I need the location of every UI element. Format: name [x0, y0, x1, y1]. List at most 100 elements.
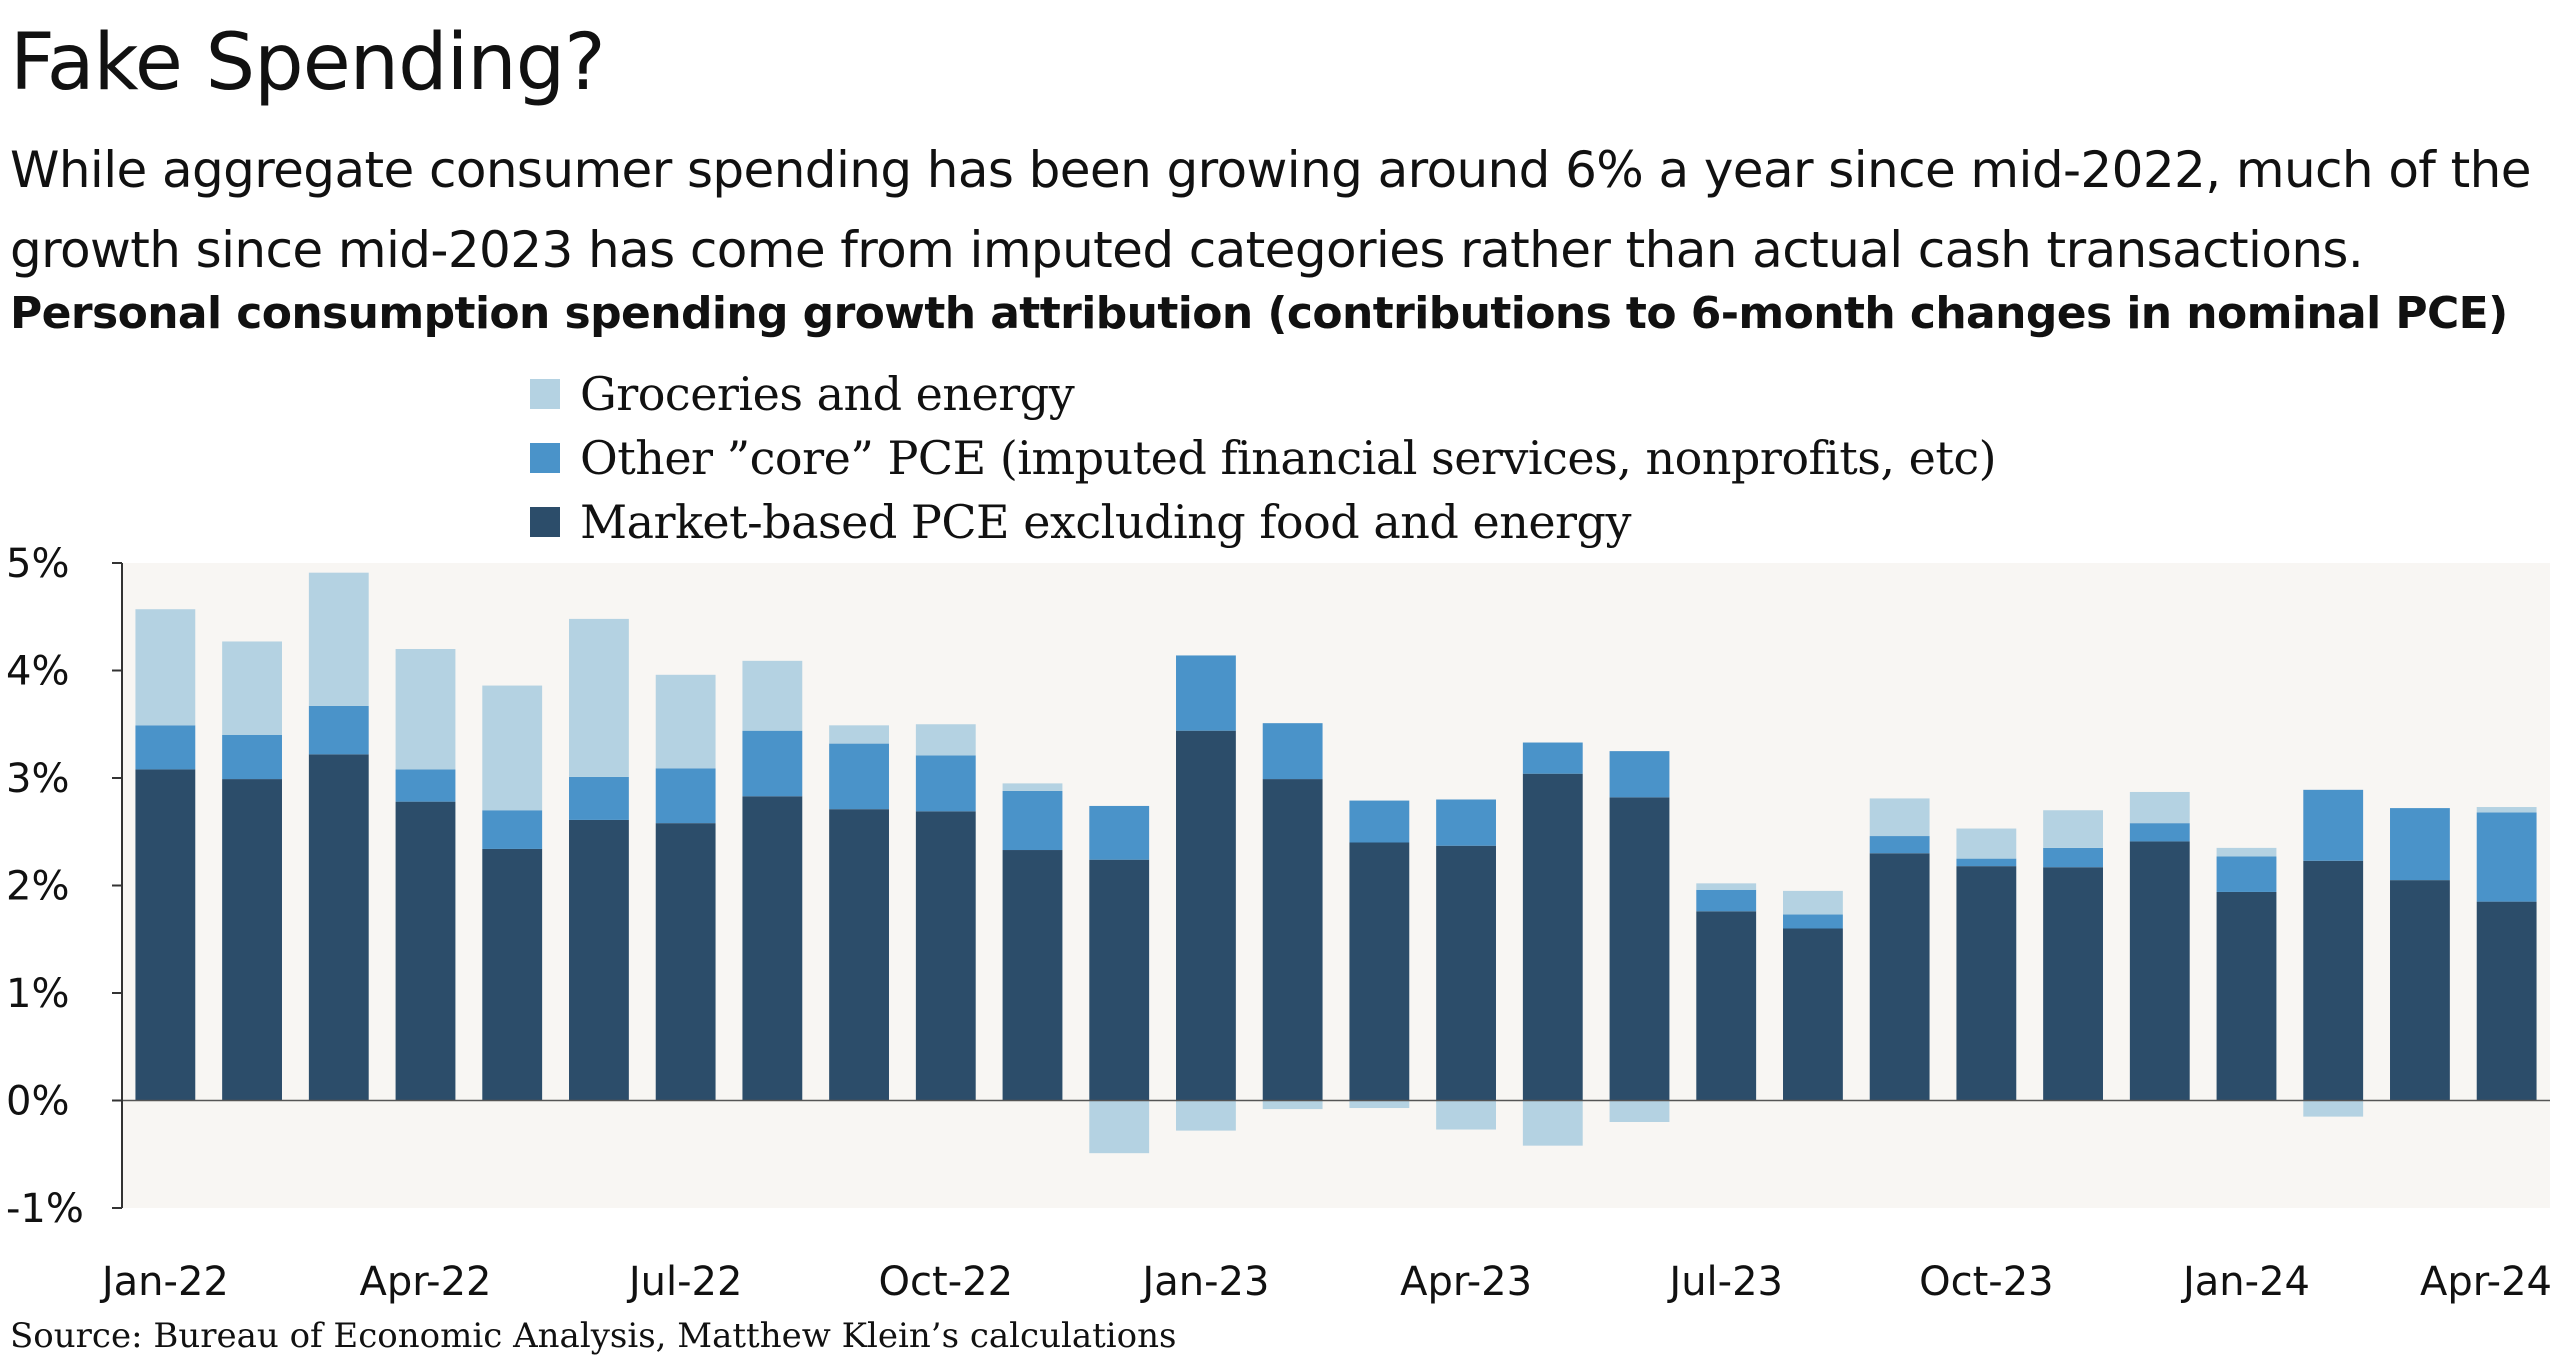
- bar-other-core-nov-23: [2043, 847, 2103, 868]
- bar-groceries-feb-23: [1262, 1100, 1323, 1110]
- y-tick-label: 5%: [6, 541, 69, 587]
- page-title: Fake Spending?: [10, 18, 606, 108]
- y-tick-label: 1%: [6, 971, 69, 1017]
- bar-market-based-may-23: [1522, 773, 1583, 1101]
- x-tick-label: Apr-22: [360, 1259, 492, 1305]
- bar-other-core-jul-22: [655, 768, 716, 824]
- bar-other-core-dec-23: [2129, 823, 2190, 842]
- bar-market-based-feb-22: [222, 779, 282, 1101]
- bar-groceries-jan-22: [135, 609, 196, 726]
- y-tick-label: 4%: [6, 649, 69, 695]
- bar-other-core-jan-22: [135, 725, 196, 770]
- legend-item-market-based: Market-based PCE excluding food and ener…: [530, 490, 1996, 554]
- bar-groceries-jan-23: [1176, 1100, 1236, 1131]
- legend-label-other-core: Other ”core” PCE (imputed financial serv…: [580, 431, 1997, 485]
- bar-market-based-jan-23: [1176, 730, 1236, 1101]
- bar-groceries-sep-23: [1869, 798, 1930, 837]
- bar-groceries-apr-22: [395, 649, 456, 770]
- chart-legend: Groceries and energy Other ”core” PCE (i…: [530, 362, 1997, 554]
- x-tick-label: Jan-23: [1139, 1259, 1269, 1305]
- bar-market-based-jan-24: [2216, 891, 2277, 1101]
- bar-groceries-jan-24: [2216, 847, 2277, 857]
- legend-item-other-core: Other ”core” PCE (imputed financial serv…: [530, 426, 1997, 490]
- bar-groceries-nov-23: [2043, 810, 2103, 848]
- y-tick-label: 2%: [6, 864, 69, 910]
- bar-groceries-apr-24: [2476, 807, 2537, 813]
- x-tick-label: Apr-23: [1400, 1259, 1532, 1305]
- bar-other-core-oct-22: [915, 755, 976, 812]
- bar-market-based-sep-22: [829, 809, 889, 1101]
- bar-groceries-mar-23: [1349, 1100, 1410, 1109]
- bar-groceries-may-22: [482, 685, 543, 811]
- bar-groceries-jul-22: [655, 674, 716, 769]
- bar-other-core-dec-22: [1089, 805, 1150, 860]
- x-tick-label: Apr-24: [2420, 1259, 2552, 1305]
- bar-groceries-aug-22: [742, 660, 803, 731]
- bar-market-based-apr-24: [2476, 901, 2537, 1101]
- stacked-bar-chart: 5% 4% 3% 2% 1% 0% -1% Jan-22 Apr-22 Jul-22 Oct-22 J…: [6, 541, 2552, 1305]
- bar-market-based-nov-22: [1002, 850, 1063, 1101]
- x-tick-label: Jan-24: [2180, 1259, 2310, 1305]
- bar-market-based-mar-23: [1349, 842, 1410, 1101]
- bar-other-core-apr-22: [395, 769, 456, 802]
- bar-market-based-apr-23: [1436, 845, 1496, 1101]
- y-tick-label: 0%: [6, 1079, 69, 1125]
- bar-other-core-jun-23: [1609, 751, 1670, 798]
- bar-other-core-nov-22: [1002, 790, 1063, 851]
- bar-groceries-aug-23: [1783, 890, 1843, 915]
- y-tick-label: -1%: [6, 1186, 84, 1232]
- bar-other-core-aug-23: [1783, 914, 1843, 929]
- bar-market-based-nov-23: [2043, 867, 2103, 1101]
- bar-market-based-may-22: [482, 848, 543, 1101]
- bar-other-core-may-22: [482, 810, 543, 849]
- bar-market-based-aug-23: [1783, 928, 1843, 1101]
- bar-other-core-jul-23: [1696, 889, 1757, 912]
- y-tick-label: 3%: [6, 756, 69, 802]
- bar-groceries-oct-23: [1956, 828, 2017, 859]
- bar-other-core-mar-22: [308, 705, 369, 755]
- bar-groceries-mar-22: [308, 572, 369, 706]
- bar-groceries-jun-23: [1609, 1100, 1670, 1122]
- bar-market-based-aug-22: [742, 796, 803, 1101]
- bar-groceries-oct-22: [915, 724, 976, 756]
- bar-groceries-jun-22: [569, 618, 629, 777]
- chart-title: Personal consumption spending growth att…: [10, 288, 2508, 339]
- bar-market-based-mar-24: [2390, 880, 2450, 1101]
- legend-label-market-based: Market-based PCE excluding food and ener…: [580, 495, 1631, 549]
- bar-market-based-dec-22: [1089, 859, 1150, 1101]
- bar-groceries-feb-22: [222, 641, 282, 735]
- bar-other-core-sep-22: [829, 743, 889, 810]
- legend-swatch-other-core: [530, 443, 560, 473]
- bar-market-based-jun-23: [1609, 797, 1670, 1101]
- bar-groceries-may-23: [1522, 1100, 1583, 1146]
- bar-other-core-jan-23: [1176, 655, 1236, 731]
- x-tick-label: Jul-23: [1666, 1259, 1783, 1305]
- legend-swatch-market-based: [530, 507, 560, 537]
- x-tick-label: Jul-22: [626, 1259, 743, 1305]
- bar-other-core-apr-24: [2476, 812, 2537, 902]
- bar-other-core-may-23: [1522, 742, 1583, 774]
- bar-other-core-feb-22: [222, 735, 282, 780]
- bar-market-based-sep-23: [1869, 853, 1930, 1101]
- bar-market-based-apr-22: [395, 801, 456, 1101]
- bar-other-core-jun-22: [569, 776, 629, 820]
- bar-other-core-apr-23: [1436, 799, 1496, 846]
- bar-market-based-jan-22: [135, 769, 196, 1101]
- bar-other-core-sep-23: [1869, 836, 1930, 854]
- bar-groceries-nov-22: [1002, 783, 1063, 791]
- source-note: Source: Bureau of Economic Analysis, Mat…: [10, 1316, 1177, 1356]
- bar-market-based-dec-23: [2129, 841, 2190, 1101]
- bar-groceries-sep-22: [829, 725, 889, 744]
- bar-other-core-mar-23: [1349, 800, 1410, 843]
- bar-other-core-jan-24: [2216, 856, 2277, 892]
- bar-groceries-feb-24: [2303, 1100, 2364, 1117]
- page-subtitle: While aggregate consumer spending has be…: [10, 141, 2531, 279]
- legend-item-groceries: Groceries and energy: [530, 362, 1996, 426]
- legend-label-groceries: Groceries and energy: [580, 367, 1075, 421]
- bar-groceries-apr-23: [1436, 1100, 1496, 1130]
- bar-groceries-dec-23: [2129, 791, 2190, 824]
- bar-other-core-feb-24: [2303, 789, 2364, 861]
- x-tick-label: Oct-23: [1919, 1259, 2054, 1305]
- x-tick-label: Jan-22: [99, 1259, 229, 1305]
- bar-market-based-jul-22: [655, 823, 716, 1101]
